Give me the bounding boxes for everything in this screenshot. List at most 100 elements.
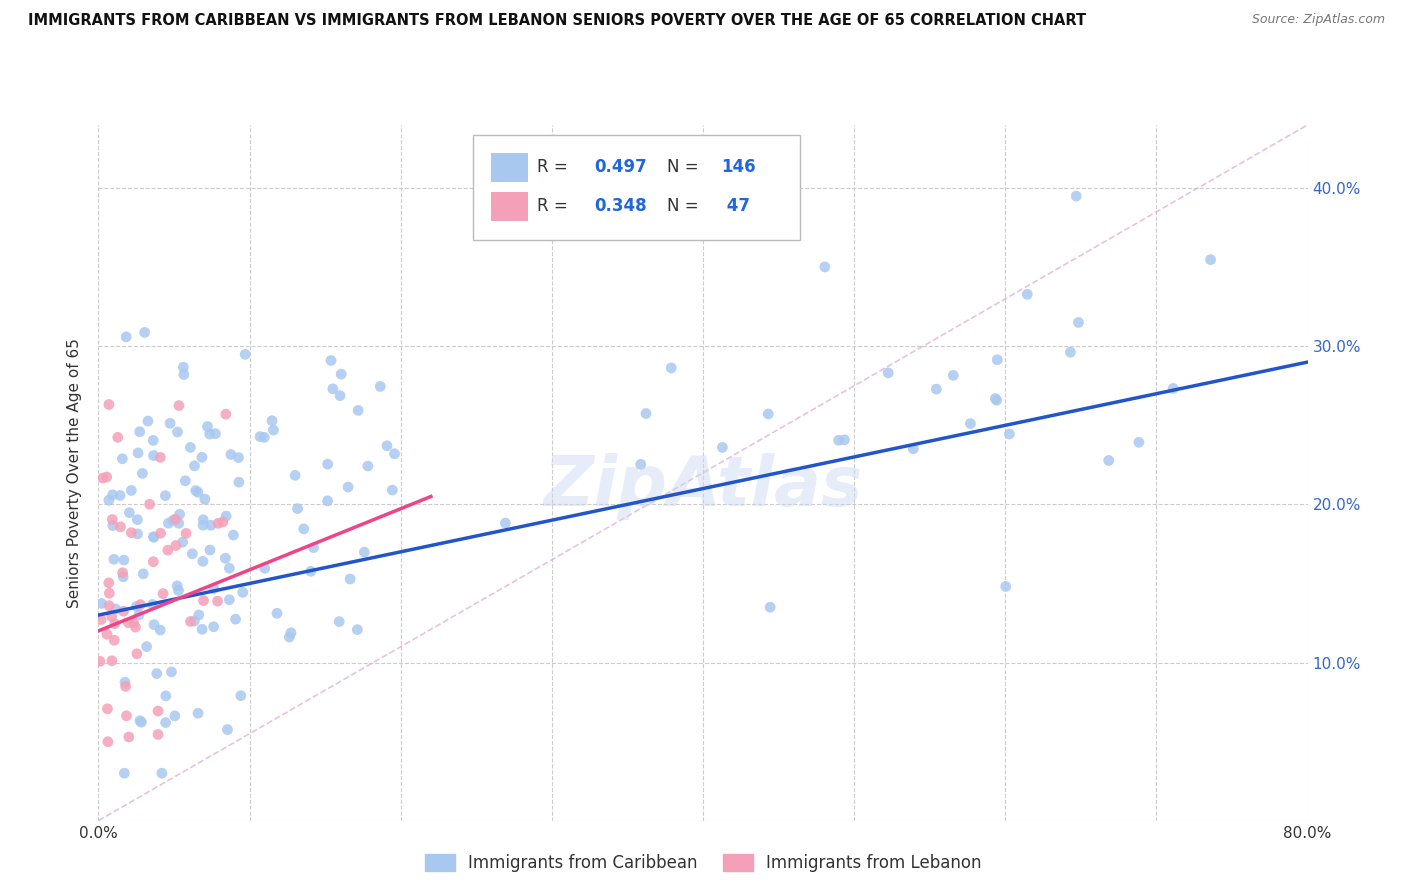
Point [157, 516, 180, 531]
Point [149, 450, 172, 465]
Point [877, 366, 900, 380]
Point [173, 368, 195, 382]
Point [193, 593, 215, 607]
Point [353, 545, 375, 559]
Point [169, 508, 191, 522]
Point [112, 766, 135, 780]
Bar [492, 153, 527, 182]
Point [129, 598, 152, 612]
Point [165, 512, 187, 526]
Point [381, 483, 404, 497]
Point [146, 727, 169, 741]
Point [134, 326, 156, 340]
Point [155, 715, 177, 730]
Point [218, 561, 240, 575]
Point [122, 615, 145, 630]
Point [834, 433, 856, 447]
Point [125, 599, 148, 614]
Point [986, 352, 1008, 367]
Point [759, 600, 782, 615]
Point [215, 509, 238, 524]
Point [198, 543, 221, 558]
Point [97, 575, 120, 590]
Point [225, 612, 247, 626]
Point [253, 561, 276, 575]
Point [756, 407, 779, 421]
Point [131, 715, 153, 730]
Point [120, 483, 142, 498]
Point [101, 654, 124, 668]
Point [167, 583, 190, 598]
Point [112, 553, 135, 567]
Point [207, 594, 229, 608]
FancyBboxPatch shape [474, 136, 800, 240]
Point [150, 766, 173, 780]
Point [90, 596, 112, 610]
Point [90, 613, 112, 627]
Point [634, 407, 657, 421]
Point [986, 393, 1008, 408]
Bar [492, 192, 527, 221]
Point [233, 347, 256, 361]
Point [125, 647, 148, 661]
Point [152, 587, 174, 601]
Point [149, 526, 172, 541]
Point [127, 527, 149, 541]
Point [1064, 189, 1087, 203]
Point [249, 429, 271, 443]
Point [101, 488, 124, 502]
Point [155, 489, 177, 503]
Point [330, 367, 353, 381]
Point [1017, 287, 1039, 301]
Point [202, 620, 225, 634]
Point [187, 706, 209, 721]
Point [368, 379, 391, 393]
Point [384, 447, 406, 461]
Point [984, 392, 1007, 406]
Point [146, 666, 169, 681]
Point [101, 518, 124, 533]
Point [103, 552, 125, 566]
Point [118, 730, 141, 744]
Point [925, 382, 948, 396]
Point [329, 389, 352, 403]
Text: 146: 146 [721, 158, 756, 177]
Point [228, 450, 250, 465]
Point [127, 513, 149, 527]
Point [162, 513, 184, 527]
Point [111, 566, 134, 580]
Point [136, 414, 159, 428]
Point [96, 702, 118, 716]
Text: 0.497: 0.497 [595, 158, 647, 177]
Point [357, 458, 380, 473]
Point [98, 599, 121, 613]
Point [142, 530, 165, 544]
Point [115, 330, 138, 344]
Text: ZipAtlas: ZipAtlas [543, 453, 863, 520]
Point [101, 512, 124, 526]
Point [1161, 381, 1184, 395]
Point [197, 419, 219, 434]
Point [302, 541, 325, 555]
Point [202, 582, 225, 596]
Point [187, 607, 209, 622]
Point [198, 427, 221, 442]
Point [179, 615, 201, 629]
Point [98, 586, 121, 600]
Point [111, 451, 134, 466]
Point [260, 414, 283, 428]
Point [179, 441, 201, 455]
Point [167, 516, 190, 531]
Point [959, 417, 981, 431]
Point [1199, 252, 1222, 267]
Point [659, 360, 682, 375]
Point [128, 425, 150, 439]
Point [232, 585, 254, 599]
Point [346, 623, 368, 637]
Point [107, 430, 129, 444]
Point [218, 592, 240, 607]
Point [328, 615, 350, 629]
Text: N =: N = [666, 158, 703, 177]
Point [191, 518, 214, 533]
Point [292, 522, 315, 536]
